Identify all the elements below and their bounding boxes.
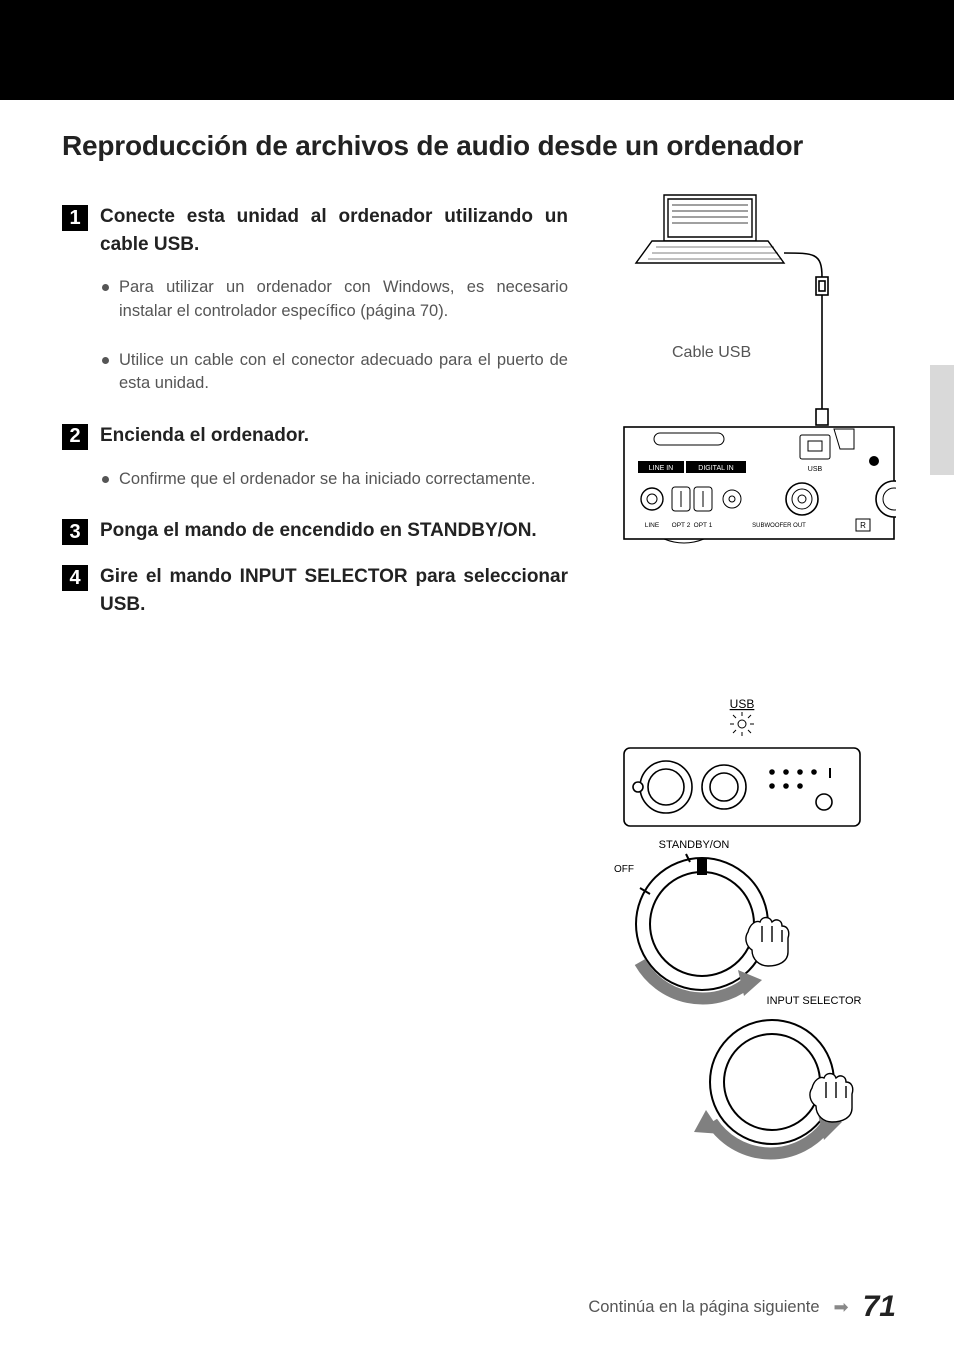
svg-text:LINE: LINE (645, 522, 660, 529)
side-tab (930, 365, 954, 475)
svg-text:OPT 2: OPT 2 (672, 522, 691, 529)
page-content: Reproducción de archivos de audio desde … (0, 100, 954, 1354)
svg-text:DIGITAL IN: DIGITAL IN (698, 465, 733, 472)
footer: Continúa en la página siguiente ➡ 71 (62, 1290, 896, 1324)
step-2-title: Encienda el ordenador. (100, 422, 309, 450)
step-2: 2 Encienda el ordenador. (62, 422, 568, 450)
svg-text:OFF: OFF (614, 864, 634, 875)
bullet-3: Confirme que el ordenador se ha iniciado… (102, 468, 568, 491)
step-3-title: Ponga el mando de encendido en STANDBY/O… (100, 517, 537, 545)
usb-cable-label: Cable USB (672, 344, 751, 361)
svg-text:STANDBY/ON: STANDBY/ON (659, 839, 730, 851)
bullet-dot (102, 357, 109, 364)
left-column: 1 Conecte esta unidad al ordenador utili… (62, 189, 568, 1179)
bullet-2-text: Utilice un cable con el conector adecuad… (119, 349, 568, 396)
svg-text:OPT 1: OPT 1 (694, 522, 713, 529)
bullet-1: Para utilizar un ordenador con Windows, … (102, 276, 568, 323)
step-4: 4 Gire el mando INPUT SELECTOR para sele… (62, 563, 568, 618)
bullet-1-text: Para utilizar un ordenador con Windows, … (119, 276, 568, 323)
step-4-number: 4 (62, 565, 88, 591)
svg-text:USB: USB (808, 466, 823, 473)
front-panel-diagram: USB (594, 694, 896, 1174)
step-1-number: 1 (62, 205, 88, 231)
bullet-3-text: Confirme que el ordenador se ha iniciado… (119, 468, 535, 491)
svg-text:INPUT SELECTOR: INPUT SELECTOR (767, 995, 862, 1007)
bullet-2: Utilice un cable con el conector adecuad… (102, 349, 568, 396)
svg-text:USB: USB (730, 697, 755, 711)
svg-text:LINE IN: LINE IN (649, 465, 674, 472)
svg-text:SUBWOOFER OUT: SUBWOOFER OUT (752, 523, 806, 529)
right-column: Cable USB LINE IN (594, 189, 896, 1179)
bullet-dot (102, 284, 109, 291)
header-black-bar (0, 0, 954, 100)
connection-diagram: Cable USB LINE IN (594, 189, 896, 549)
step-3: 3 Ponga el mando de encendido en STANDBY… (62, 517, 568, 545)
svg-text:R: R (860, 521, 866, 530)
step-2-number: 2 (62, 424, 88, 450)
continue-text: Continúa en la página siguiente (588, 1298, 819, 1317)
page-number: 71 (863, 1290, 896, 1324)
step-1: 1 Conecte esta unidad al ordenador utili… (62, 203, 568, 258)
bullet-dot (102, 476, 109, 483)
step-1-title: Conecte esta unidad al ordenador utiliza… (100, 203, 568, 258)
step-4-title: Gire el mando INPUT SELECTOR para selecc… (100, 563, 568, 618)
step-3-number: 3 (62, 519, 88, 545)
page-title: Reproducción de archivos de audio desde … (62, 128, 896, 163)
continue-arrow-icon: ➡ (834, 1297, 849, 1318)
